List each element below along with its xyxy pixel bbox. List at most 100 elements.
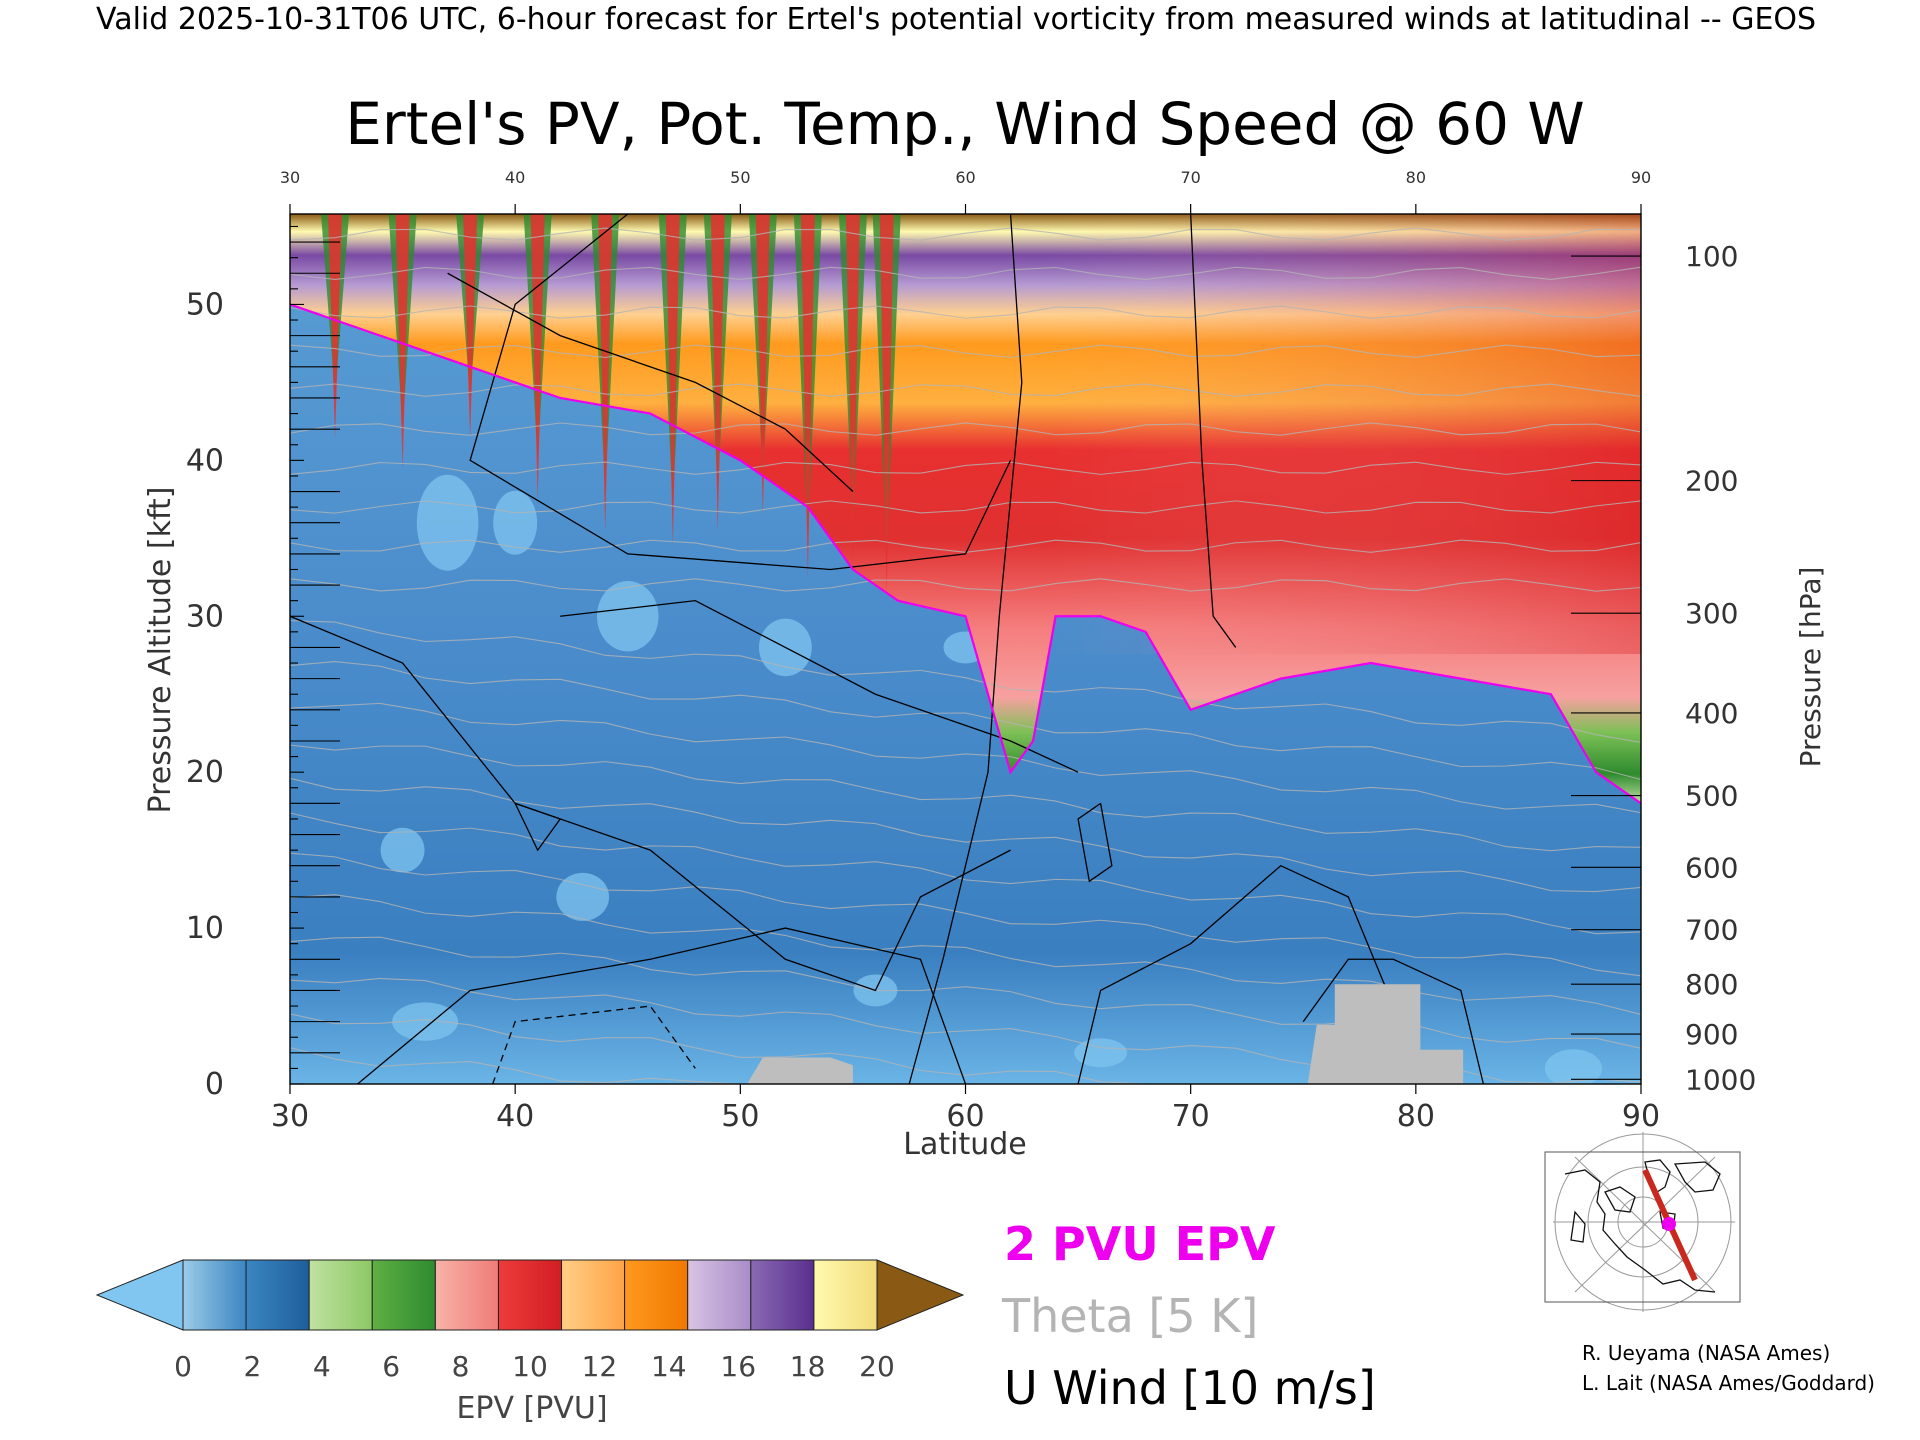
u-wind-contour xyxy=(492,1005,696,1084)
y-tick-label-right: 1000 xyxy=(1685,1063,1756,1096)
x-tick-label: 70 xyxy=(1172,1099,1210,1134)
u-wind-contour xyxy=(1190,214,1237,648)
theta-contour xyxy=(290,500,1641,514)
x-tick-label: 90 xyxy=(1622,1099,1660,1134)
x-top-tick-label: 40 xyxy=(505,168,525,187)
theta-contour xyxy=(290,461,1641,475)
theta-contour xyxy=(290,1013,1641,1084)
u-wind-contour xyxy=(1302,958,1485,1084)
y-tick-label-left: 20 xyxy=(186,755,224,790)
y-tick-label-left: 30 xyxy=(186,599,224,634)
x-tick-label: 50 xyxy=(721,1099,759,1134)
colorbar-segment xyxy=(497,1259,563,1331)
y-tick-label-right: 200 xyxy=(1685,465,1738,498)
legend-pv-label: 2 PVU EPV xyxy=(1004,1217,1276,1271)
x-tick-label: 40 xyxy=(496,1099,534,1134)
colorbar-segment xyxy=(434,1259,499,1331)
colorbar-segment xyxy=(308,1259,373,1331)
plot-area xyxy=(290,214,1641,1084)
fold-finger-core xyxy=(598,214,613,532)
theta-contour xyxy=(290,852,1641,977)
legend: 2 PVU EPV Theta [5 K] U Wind [10 m/s] xyxy=(1001,1217,1376,1415)
theta-contour xyxy=(290,744,1641,852)
theta-contour xyxy=(290,305,1641,319)
credit-line-1: R. Ueyama (NASA Ames) xyxy=(1582,1341,1830,1365)
theta-contour xyxy=(290,1047,1641,1084)
low-pv-patch xyxy=(493,490,538,555)
y-tick-label-left: 10 xyxy=(186,911,224,946)
x-top-tick-label: 80 xyxy=(1406,168,1426,187)
x-top-tick-label: 90 xyxy=(1631,168,1651,187)
theta-contour xyxy=(290,777,1641,893)
u-wind-contour xyxy=(469,214,1012,571)
tropopause-2pvu-line xyxy=(290,303,1641,805)
u-wind-contour xyxy=(514,802,562,852)
theta-contour xyxy=(290,422,1641,436)
fold-finger-core xyxy=(530,214,545,501)
y-axis-label-left: Pressure Altitude [kft] xyxy=(143,487,178,814)
low-pv-patches xyxy=(380,474,1603,1084)
theta-contour xyxy=(290,344,1641,358)
low-pv-patch xyxy=(392,1002,459,1041)
colorbar-label: EPV [PVU] xyxy=(456,1391,607,1426)
fold-finger-core xyxy=(800,214,815,579)
colorbar-segment xyxy=(687,1259,752,1331)
tropopause-folds xyxy=(321,214,901,594)
y-tick-label-left: 0 xyxy=(205,1067,224,1102)
u-wind-contour xyxy=(290,615,1011,992)
axes: 3030404050506060707080809090010203040501… xyxy=(186,168,1756,1134)
fold-finger-core xyxy=(879,214,894,594)
y-tick-label-right: 100 xyxy=(1685,240,1738,273)
colorbar-segment xyxy=(750,1259,815,1331)
colorbar-segment xyxy=(182,1259,247,1331)
locator-map xyxy=(1544,1132,1741,1312)
colorbar-tick-label: 18 xyxy=(790,1350,826,1383)
theta-contour xyxy=(290,539,1641,553)
colorbar-over-arrow xyxy=(876,1259,965,1331)
x-top-tick-label: 70 xyxy=(1180,168,1200,187)
colorbar-segment xyxy=(813,1259,878,1331)
theta-contours xyxy=(290,227,1641,1084)
low-pv-patch xyxy=(596,581,659,652)
colorbar-segment xyxy=(624,1259,689,1331)
u-wind-contour xyxy=(1077,802,1113,883)
x-axis-label: Latitude xyxy=(903,1127,1026,1162)
fold-finger-core xyxy=(845,214,860,563)
colorbar: 0 2 4 6 8 10 12 14 16 18 20 xyxy=(95,1259,965,1383)
y-tick-label-right: 400 xyxy=(1685,697,1738,730)
y-tick-label-right: 800 xyxy=(1685,968,1738,1001)
credit-line-2: L. Lait (NASA Ames/Goddard) xyxy=(1582,1371,1875,1395)
colorbar-under-arrow xyxy=(95,1259,184,1331)
y-tick-label-right: 600 xyxy=(1685,851,1738,884)
colorbar-tick-label: 4 xyxy=(313,1350,331,1383)
y-tick-label-left: 40 xyxy=(186,443,224,478)
colorbar-tick-label: 12 xyxy=(582,1350,618,1383)
fold-finger-core xyxy=(665,214,680,548)
theta-contour xyxy=(290,812,1641,935)
theta-contour xyxy=(290,227,1641,241)
u-wind-contour xyxy=(447,272,854,493)
colorbar-tick-label: 0 xyxy=(174,1350,192,1383)
terrain-block xyxy=(1307,984,1464,1084)
legend-theta-label: Theta [5 K] xyxy=(1001,1289,1258,1343)
fold-finger-core xyxy=(755,214,770,516)
x-top-tick-label: 30 xyxy=(280,168,300,187)
x-top-tick-label: 50 xyxy=(730,168,750,187)
locator-map-frame xyxy=(1544,1151,1741,1303)
legend-wind-label: U Wind [10 m/s] xyxy=(1004,1361,1376,1415)
terrain-mask xyxy=(747,984,1464,1084)
theta-contour xyxy=(290,266,1641,281)
u-wind-contours xyxy=(290,214,1485,1084)
u-wind-contour xyxy=(908,214,1023,1084)
x-top-tick-label: 60 xyxy=(955,168,975,187)
fold-finger-core xyxy=(395,214,410,470)
fold-finger-core xyxy=(710,214,725,532)
y-tick-label-right: 900 xyxy=(1685,1018,1738,1051)
low-pv-patch xyxy=(416,474,479,571)
terrain-block xyxy=(747,1057,910,1084)
y-axis-label-right: Pressure [hPa] xyxy=(1794,567,1827,768)
chart-title: Ertel's PV, Pot. Temp., Wind Speed @ 60 … xyxy=(345,90,1585,158)
north-shading xyxy=(1050,214,1641,654)
colorbar-tick-label: 16 xyxy=(720,1350,756,1383)
